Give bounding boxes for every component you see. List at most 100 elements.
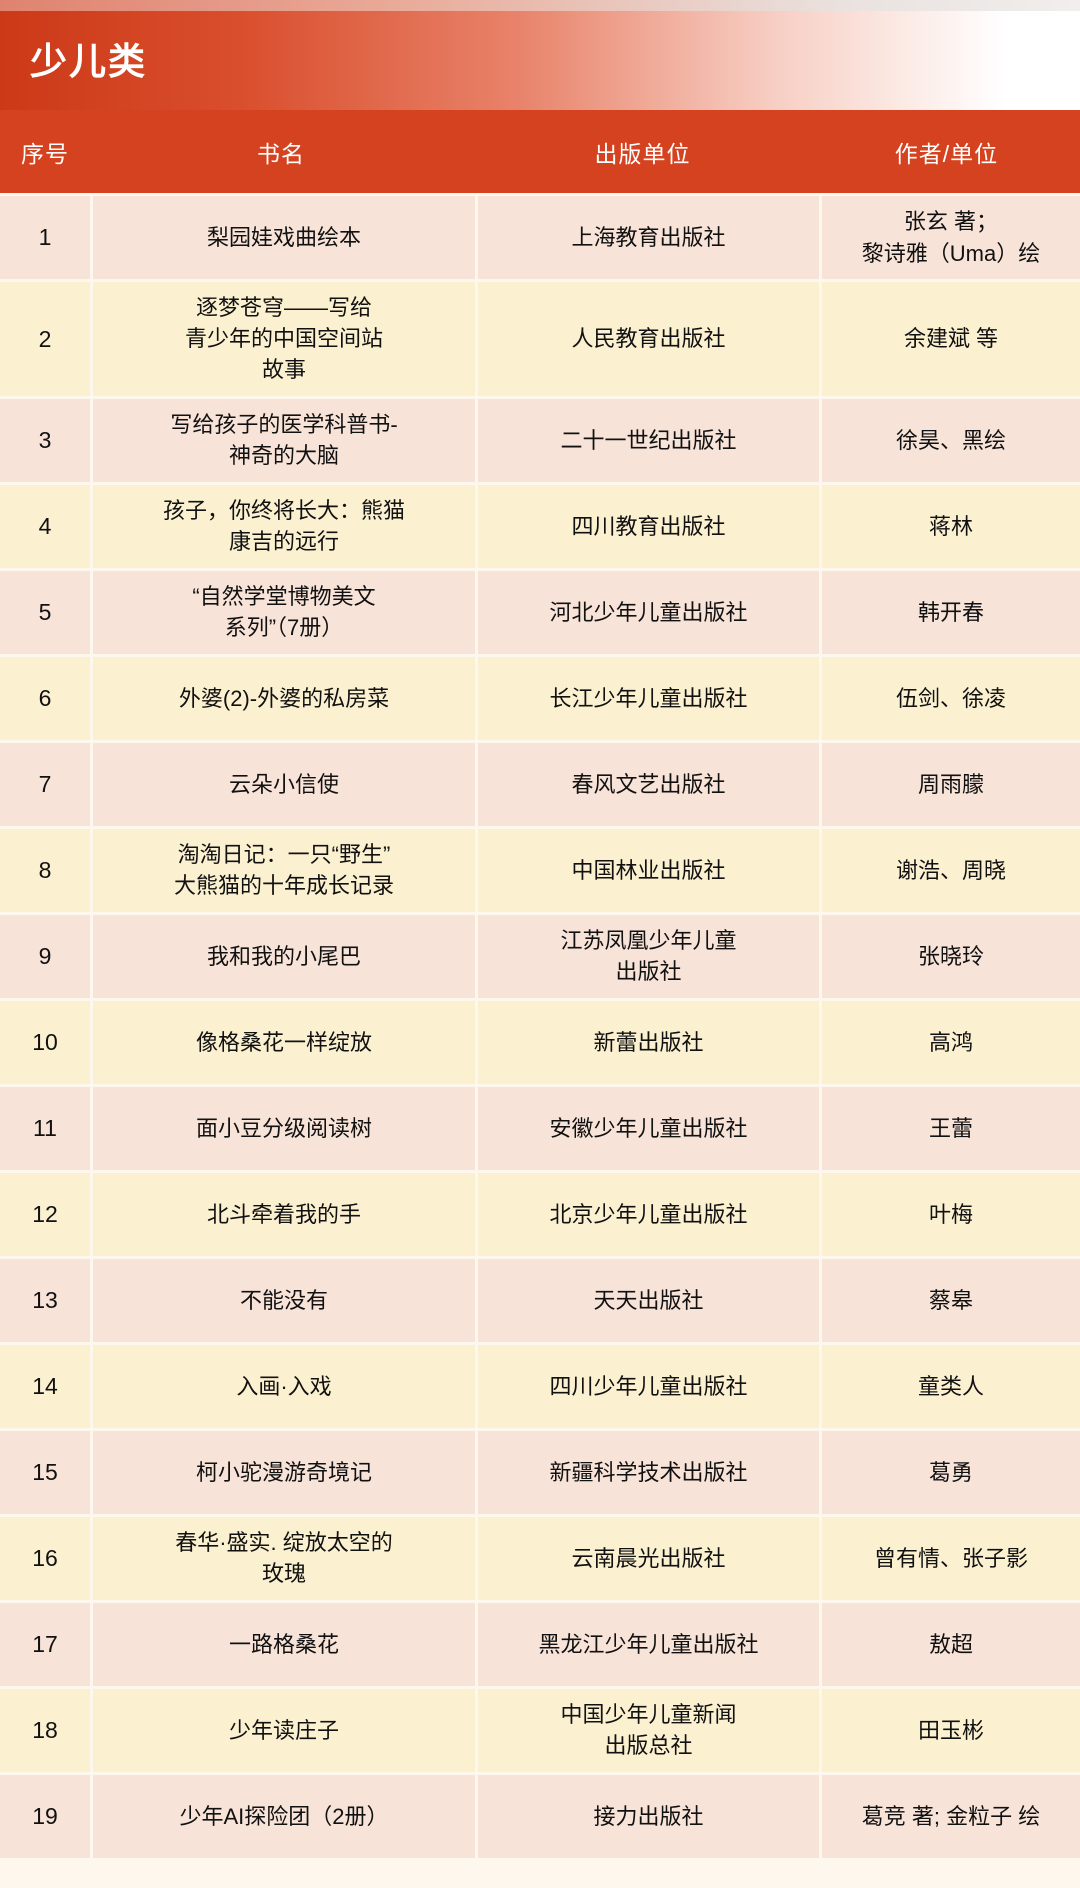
column-header-publisher: 出版单位: [594, 140, 691, 167]
book-title: 少年读庄子: [93, 1688, 475, 1772]
column-header-no: 序号: [21, 140, 69, 167]
author-name: 田玉彬: [822, 1688, 1080, 1772]
row-index: 15: [0, 1430, 90, 1514]
table-row: 3 写给孩子的医学科普书- 神奇的大脑 二十一世纪出版社 徐昊、黑绘: [0, 398, 1080, 482]
row-index: 13: [0, 1258, 90, 1342]
publisher-name: 北京少年儿童出版社: [478, 1172, 819, 1256]
row-index: 2: [0, 282, 90, 396]
row-index: 11: [0, 1086, 90, 1170]
publisher-name: 河北少年儿童出版社: [478, 570, 819, 654]
author-name: 张玄 著； 黎诗雅（Uma）绘: [822, 196, 1080, 279]
row-index: 1: [0, 196, 90, 279]
publisher-name: 春风文艺出版社: [478, 742, 819, 826]
publisher-name: 天天出版社: [478, 1258, 819, 1342]
table-header-row: 序号 书名 出版单位 作者/单位: [0, 110, 1080, 193]
author-name: 叶梅: [822, 1172, 1080, 1256]
publisher-name: 上海教育出版社: [478, 196, 819, 279]
page-title: 少儿类: [30, 41, 147, 83]
book-title: 北斗牵着我的手: [93, 1172, 475, 1256]
book-title: 外婆(2)-外婆的私房菜: [93, 656, 475, 740]
table-row: 2 逐梦苍穹——写给 青少年的中国空间站 故事 人民教育出版社 余建斌 等: [0, 282, 1080, 396]
book-table-body: 1 梨园娃戏曲绘本 上海教育出版社 张玄 著； 黎诗雅（Uma）绘 2 逐梦苍穹…: [0, 196, 1080, 1861]
author-name: 周雨朦: [822, 742, 1080, 826]
publisher-name: 长江少年儿童出版社: [478, 656, 819, 740]
row-index: 16: [0, 1516, 90, 1600]
row-index: 18: [0, 1688, 90, 1772]
table-row: 4 孩子，你终将长大：熊猫 康吉的远行 四川教育出版社 蒋林: [0, 484, 1080, 568]
author-name: 高鸿: [822, 1000, 1080, 1084]
book-title: 我和我的小尾巴: [93, 914, 475, 998]
table-row: 8 淘淘日记：一只“野生” 大熊猫的十年成长记录 中国林业出版社 谢浩、周晓: [0, 828, 1080, 912]
row-index: 6: [0, 656, 90, 740]
table-row: 16 春华·盛实. 绽放太空的 玫瑰 云南晨光出版社 曾有情、张子影: [0, 1516, 1080, 1600]
publisher-name: 接力出版社: [478, 1774, 819, 1858]
book-title: 淘淘日记：一只“野生” 大熊猫的十年成长记录: [93, 828, 475, 912]
author-name: 伍剑、徐凌: [822, 656, 1080, 740]
author-name: 张晓玲: [822, 914, 1080, 998]
table-row: 5 “自然学堂博物美文 系列”（7册） 河北少年儿童出版社 韩开春: [0, 570, 1080, 654]
banner-top-strip: [0, 0, 1080, 11]
book-title: “自然学堂博物美文 系列”（7册）: [93, 570, 475, 654]
row-index: 14: [0, 1344, 90, 1428]
table-row: 12 北斗牵着我的手 北京少年儿童出版社 叶梅: [0, 1172, 1080, 1256]
table-row: 1 梨园娃戏曲绘本 上海教育出版社 张玄 著； 黎诗雅（Uma）绘: [0, 196, 1080, 279]
publisher-name: 中国少年儿童新闻 出版总社: [478, 1688, 819, 1772]
author-name: 余建斌 等: [822, 282, 1080, 396]
author-name: 蔡皋: [822, 1258, 1080, 1342]
author-name: 谢浩、周晓: [822, 828, 1080, 912]
author-name: 葛竞 著; 金粒子 绘: [822, 1774, 1080, 1858]
book-title: 像格桑花一样绽放: [93, 1000, 475, 1084]
table-row: 13 不能没有 天天出版社 蔡皋: [0, 1258, 1080, 1342]
book-title: 春华·盛实. 绽放太空的 玫瑰: [93, 1516, 475, 1600]
book-title: 梨园娃戏曲绘本: [93, 196, 475, 279]
table-row: 18 少年读庄子 中国少年儿童新闻 出版总社 田玉彬: [0, 1688, 1080, 1772]
author-name: 蒋林: [822, 484, 1080, 568]
author-name: 韩开春: [822, 570, 1080, 654]
row-index: 4: [0, 484, 90, 568]
table-row: 17 一路格桑花 黑龙江少年儿童出版社 敖超: [0, 1602, 1080, 1686]
publisher-name: 人民教育出版社: [478, 282, 819, 396]
publisher-name: 新蕾出版社: [478, 1000, 819, 1084]
publisher-name: 黑龙江少年儿童出版社: [478, 1602, 819, 1686]
author-name: 徐昊、黑绘: [822, 398, 1080, 482]
book-title: 一路格桑花: [93, 1602, 475, 1686]
book-title: 不能没有: [93, 1258, 475, 1342]
row-index: 12: [0, 1172, 90, 1256]
row-index: 3: [0, 398, 90, 482]
publisher-name: 云南晨光出版社: [478, 1516, 819, 1600]
row-index: 10: [0, 1000, 90, 1084]
table-row: 10 像格桑花一样绽放 新蕾出版社 高鸿: [0, 1000, 1080, 1084]
publisher-name: 江苏凤凰少年儿童 出版社: [478, 914, 819, 998]
book-title: 云朵小信使: [93, 742, 475, 826]
publisher-name: 新疆科学技术出版社: [478, 1430, 819, 1514]
table-row: 6 外婆(2)-外婆的私房菜 长江少年儿童出版社 伍剑、徐凌: [0, 656, 1080, 740]
table-row: 19 少年AI探险团（2册） 接力出版社 葛竞 著; 金粒子 绘: [0, 1774, 1080, 1858]
column-header-title: 书名: [257, 140, 305, 167]
book-title: 孩子，你终将长大：熊猫 康吉的远行: [93, 484, 475, 568]
author-name: 童类人: [822, 1344, 1080, 1428]
book-title: 写给孩子的医学科普书- 神奇的大脑: [93, 398, 475, 482]
column-header-author: 作者/单位: [894, 140, 999, 167]
publisher-name: 中国林业出版社: [478, 828, 819, 912]
publisher-name: 二十一世纪出版社: [478, 398, 819, 482]
author-name: 敖超: [822, 1602, 1080, 1686]
book-title: 柯小驼漫游奇境记: [93, 1430, 475, 1514]
row-index: 5: [0, 570, 90, 654]
row-index: 9: [0, 914, 90, 998]
table-row: 15 柯小驼漫游奇境记 新疆科学技术出版社 葛勇: [0, 1430, 1080, 1514]
table-row: 7 云朵小信使 春风文艺出版社 周雨朦: [0, 742, 1080, 826]
table-row: 14 入画·入戏 四川少年儿童出版社 童类人: [0, 1344, 1080, 1428]
author-name: 王蕾: [822, 1086, 1080, 1170]
author-name: 曾有情、张子影: [822, 1516, 1080, 1600]
table-row: 9 我和我的小尾巴 江苏凤凰少年儿童 出版社 张晓玲: [0, 914, 1080, 998]
row-index: 19: [0, 1774, 90, 1858]
category-banner: 少儿类: [0, 0, 1080, 110]
row-index: 17: [0, 1602, 90, 1686]
author-name: 葛勇: [822, 1430, 1080, 1514]
book-title: 入画·入戏: [93, 1344, 475, 1428]
book-title: 面小豆分级阅读树: [93, 1086, 475, 1170]
row-index: 7: [0, 742, 90, 826]
publisher-name: 四川少年儿童出版社: [478, 1344, 819, 1428]
publisher-name: 四川教育出版社: [478, 484, 819, 568]
